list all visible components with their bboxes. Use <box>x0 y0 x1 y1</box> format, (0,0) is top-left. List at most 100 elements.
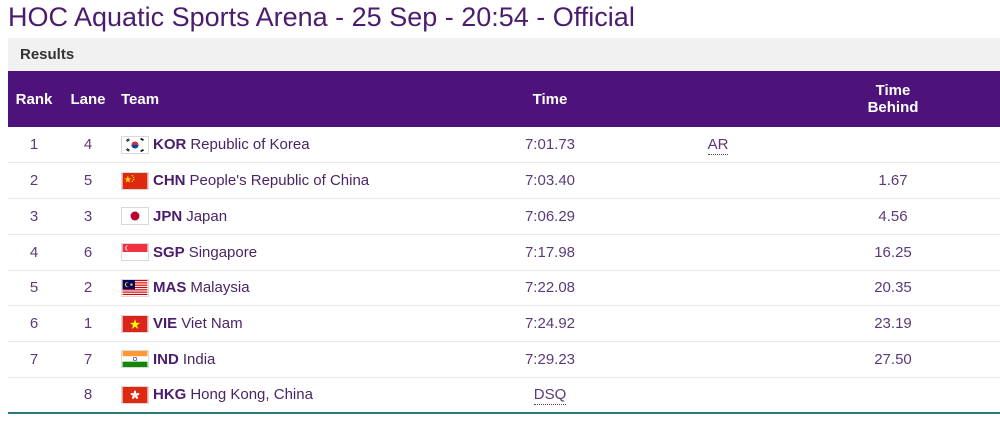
rank-cell: 7 <box>29 350 39 368</box>
team-column-header[interactable]: Team <box>121 90 160 108</box>
time-cell: 7:17.98 <box>445 234 655 270</box>
team-name: Viet Nam <box>181 315 243 333</box>
time-behind-cell: 16.25 <box>874 243 912 261</box>
team-cell[interactable]: MAS Malaysia <box>116 270 445 306</box>
record-cell <box>655 377 781 413</box>
team-cell[interactable]: IND India <box>116 342 445 378</box>
ind-flag-icon <box>121 350 149 369</box>
team-cell[interactable]: CHN People's Republic of China <box>116 163 445 199</box>
time-behind-header-line1: Time <box>875 82 911 99</box>
sgp-flag-icon <box>121 243 149 262</box>
table-row: 4 6 SGP Singapore 7:17.98 16.25 <box>8 234 1000 270</box>
team-code[interactable]: JPN <box>153 207 183 225</box>
time-behind-cell: 23.19 <box>874 315 912 333</box>
time-behind-cell <box>781 377 1000 413</box>
time-value: 7:06.29 <box>524 207 576 225</box>
record-cell <box>655 342 781 378</box>
lane-cell: 4 <box>83 136 93 154</box>
rank-cell: 2 <box>29 172 39 190</box>
rank-cell: 5 <box>29 279 39 297</box>
record-badge[interactable]: AR <box>707 136 729 156</box>
rank-cell: 4 <box>29 243 39 261</box>
team-cell[interactable]: VIE Viet Nam <box>116 306 445 342</box>
team-name: Malaysia <box>190 279 250 297</box>
time-value: 7:24.92 <box>524 315 576 333</box>
time-value: 7:01.73 <box>524 136 576 154</box>
table-row: 5 2 MAS Malaysia 7:22.08 20.35 <box>8 270 1000 306</box>
record-cell <box>655 270 781 306</box>
time-behind-header-line2: Behind <box>867 99 919 116</box>
rank-cell <box>8 377 60 413</box>
team-code[interactable]: IND <box>153 350 179 368</box>
table-row: 6 1 VIE Viet Nam 7:24.92 23.19 <box>8 306 1000 342</box>
time-cell: 7:22.08 <box>445 270 655 306</box>
time-behind-cell <box>781 127 1000 163</box>
lane-cell: 7 <box>83 350 93 368</box>
chn-flag-icon <box>121 171 149 190</box>
team-cell[interactable]: JPN Japan <box>116 199 445 235</box>
table-row: 7 7 IND India 7:29.23 27.50 <box>8 342 1000 378</box>
time-cell: 7:01.73 <box>445 127 655 163</box>
team-code[interactable]: KOR <box>153 136 187 154</box>
time-column-header[interactable]: Time <box>532 90 568 108</box>
time-value: 7:29.23 <box>524 350 576 368</box>
record-cell <box>655 234 781 270</box>
team-code[interactable]: VIE <box>153 315 178 333</box>
lane-column-header[interactable]: Lane <box>70 90 106 108</box>
time-value: 7:17.98 <box>524 243 576 261</box>
lane-cell: 5 <box>83 172 93 190</box>
kor-flag-icon <box>121 135 149 154</box>
record-cell <box>655 199 781 235</box>
time-cell: 7:29.23 <box>445 342 655 378</box>
team-name: India <box>182 350 216 368</box>
table-row: 1 4 KOR Republic of Korea 7:01.73 AR <box>8 127 1000 163</box>
team-cell[interactable]: KOR Republic of Korea <box>116 127 445 163</box>
record-column-header <box>655 71 781 127</box>
team-name: People's Republic of China <box>189 172 370 190</box>
record-cell <box>655 163 781 199</box>
team-code[interactable]: CHN <box>153 172 186 190</box>
time-behind-cell: 27.50 <box>874 350 912 368</box>
table-row: 8 HKG Hong Kong, China DSQ <box>8 377 1000 413</box>
page-title: HOC Aquatic Sports Arena - 25 Sep - 20:5… <box>8 2 635 32</box>
team-code[interactable]: HKG <box>153 386 187 404</box>
time-cell: 7:24.92 <box>445 306 655 342</box>
mas-flag-icon <box>121 278 149 297</box>
time-cell: 7:06.29 <box>445 199 655 235</box>
rank-cell: 3 <box>29 207 39 225</box>
team-code[interactable]: MAS <box>153 279 187 297</box>
record-cell <box>655 306 781 342</box>
team-code[interactable]: SGP <box>153 243 185 261</box>
lane-cell: 6 <box>83 243 93 261</box>
time-behind-cell: 4.56 <box>878 207 908 225</box>
team-name: Singapore <box>188 243 258 261</box>
time-behind-column-header[interactable]: Time Behind <box>781 71 1000 127</box>
time-behind-cell: 20.35 <box>874 279 912 297</box>
time-value: 7:03.40 <box>524 172 576 190</box>
rank-cell: 6 <box>29 315 39 333</box>
lane-cell: 2 <box>83 279 93 297</box>
team-name: Republic of Korea <box>190 136 310 154</box>
vie-flag-icon <box>121 314 149 333</box>
lane-cell: 8 <box>83 386 93 404</box>
lane-cell: 1 <box>83 315 93 333</box>
team-name: Hong Kong, China <box>190 386 313 404</box>
time-value: DSQ <box>533 386 567 406</box>
time-behind-cell: 1.67 <box>878 172 908 190</box>
time-value: 7:22.08 <box>524 279 576 297</box>
record-cell: AR <box>655 127 781 163</box>
hkg-flag-icon <box>121 385 149 404</box>
time-cell: DSQ <box>445 377 655 413</box>
team-cell[interactable]: SGP Singapore <box>116 234 445 270</box>
rank-cell: 1 <box>29 136 39 154</box>
lane-cell: 3 <box>83 207 93 225</box>
table-header-row: Rank Lane Team Time Time Behind <box>8 71 1000 127</box>
table-row: 3 3 JPN Japan 7:06.29 4.56 <box>8 199 1000 235</box>
team-name: Japan <box>186 207 228 225</box>
rank-column-header[interactable]: Rank <box>15 90 53 108</box>
results-table: Rank Lane Team Time Time Behind 1 4 KOR Rep… <box>8 71 1000 414</box>
team-cell[interactable]: HKG Hong Kong, China <box>116 377 445 413</box>
results-label: Results <box>20 46 75 63</box>
jpn-flag-icon <box>121 207 149 226</box>
time-cell: 7:03.40 <box>445 163 655 199</box>
